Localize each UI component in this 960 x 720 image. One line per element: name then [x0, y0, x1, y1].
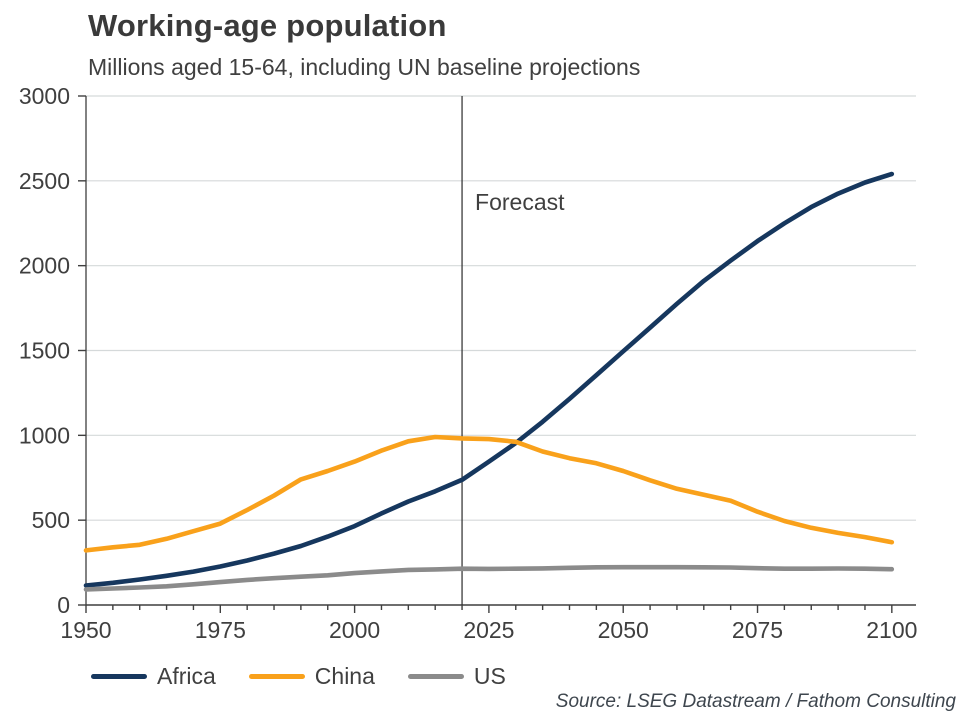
legend-label-china: China — [314, 663, 375, 689]
legend-item-africa: Africa — [91, 663, 216, 690]
x-axis-label: 2100 — [866, 617, 917, 643]
chart-legend: Africa China US — [91, 663, 506, 690]
x-axis-label: 2050 — [598, 617, 649, 643]
china-line-swatch — [248, 674, 305, 679]
y-axis-label: 2500 — [19, 168, 70, 194]
line-chart: 0 500 1000 1500 2000 2500 3000 1950 1975 2000 2025… — [19, 83, 918, 643]
series-line-us — [83, 564, 895, 592]
legend-label-africa: Africa — [157, 663, 216, 689]
legend-item-china: China — [248, 663, 375, 690]
x-axis-label: 2075 — [732, 617, 783, 643]
x-axis-label: 2025 — [463, 617, 514, 643]
africa-line-swatch — [91, 674, 147, 679]
y-axis-label: 1500 — [19, 338, 70, 364]
chart-title: Working-age population — [88, 8, 447, 43]
y-axis-label: 2000 — [19, 253, 70, 279]
y-axis-label: 1000 — [19, 422, 70, 448]
y-axis-label: 500 — [32, 507, 70, 533]
y-axis-label: 0 — [57, 592, 70, 618]
us-line-swatch — [407, 674, 464, 679]
x-axis-label: 2000 — [329, 617, 380, 643]
y-axis-label: 3000 — [19, 83, 70, 109]
legend-label-us: US — [473, 663, 506, 689]
x-axis-label: 1975 — [195, 617, 246, 643]
series-line-china — [83, 434, 895, 553]
legend-item-us: US — [407, 663, 506, 690]
series-line-africa — [83, 171, 895, 588]
source-note: Source: LSEG Datastream / Fathom Consult… — [555, 691, 956, 712]
x-axis-label: 1950 — [60, 617, 111, 643]
forecast-label: Forecast — [475, 189, 565, 215]
chart-subtitle: Millions aged 15-64, including UN baseli… — [88, 54, 641, 80]
